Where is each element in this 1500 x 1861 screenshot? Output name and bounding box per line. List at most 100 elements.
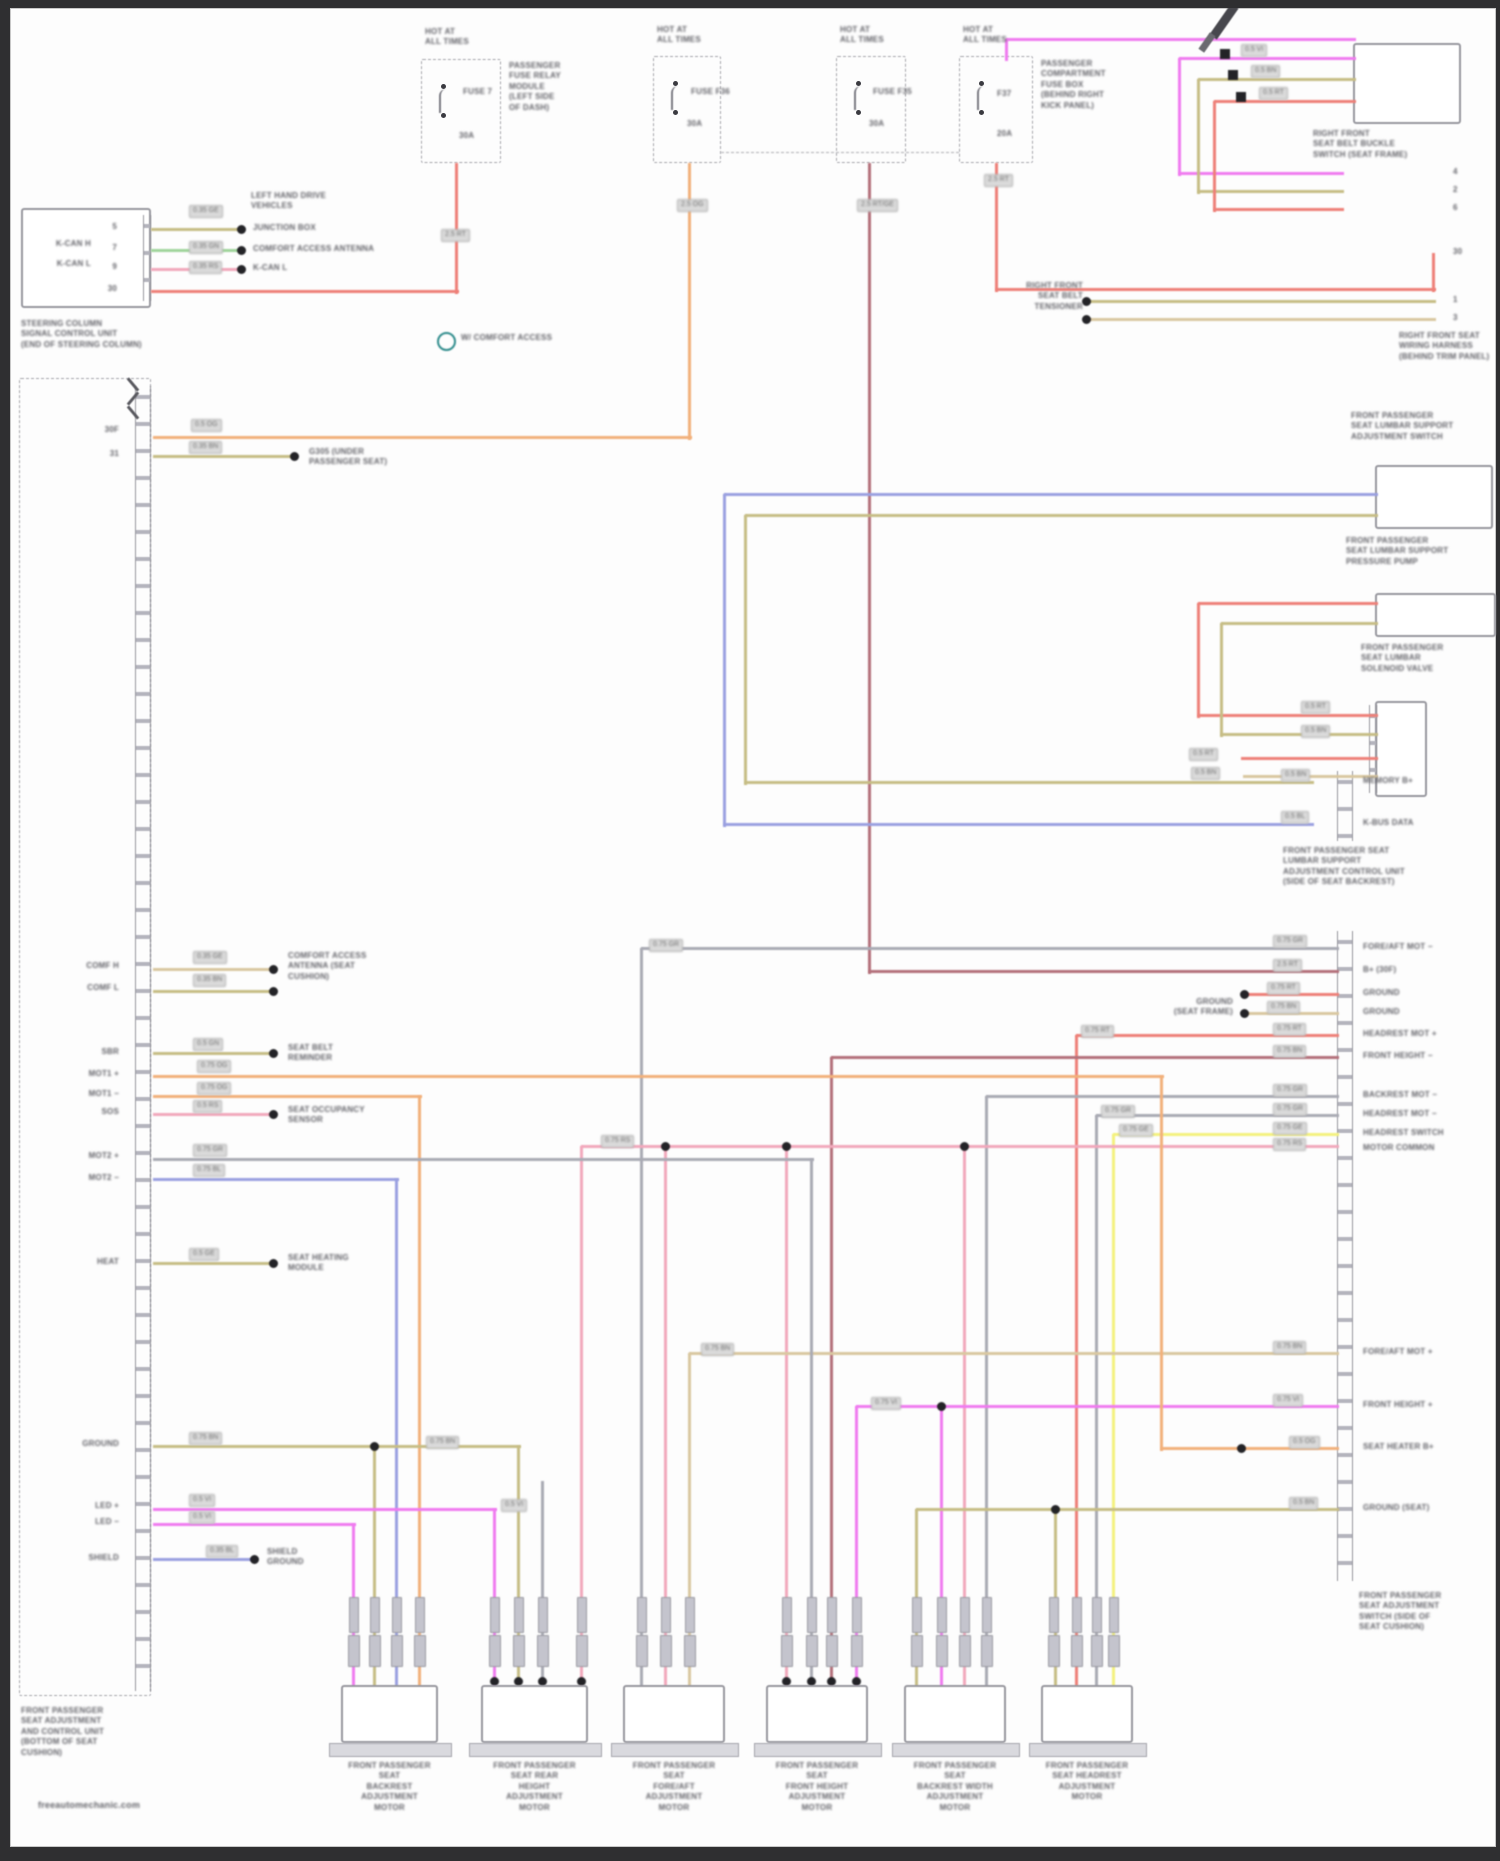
dashed-box-0 — [421, 59, 501, 163]
motor-pedestal-2 — [611, 1743, 739, 1757]
wire-color-tag-40: 0.5 BN — [1289, 1497, 1319, 1510]
motor-connector-stub-3-0 — [782, 1597, 792, 1633]
wire-color-tag-24: 0.5 RT — [1259, 87, 1288, 100]
wire-khaki-43 — [153, 454, 297, 458]
wire-color-tag-28: 2.5 RT — [1273, 959, 1302, 972]
wire-color-tag-2: 2.5 RT/GE — [857, 199, 898, 212]
wire-khaki-14 — [745, 780, 1314, 784]
wire-red-22 — [1076, 1033, 1339, 1037]
motor-connector-stub2-5-2 — [1091, 1635, 1103, 1667]
diagram-paper: 2.5 RT 2.5 OG 2.5 RT/GE 2.5 RT 0.35 GE 0.35 G… — [10, 3, 1496, 1847]
wire-red-0 — [151, 289, 459, 293]
wire-khaki-38 — [153, 1444, 521, 1448]
wire-color-tag-44: 0.5 BN — [1191, 767, 1221, 780]
wire-orange-35 — [153, 1094, 422, 1098]
junction-dot-4 — [269, 965, 278, 974]
note-circle-icon — [437, 332, 456, 351]
diagram-label-37: FRONT PASSENGER SEAT LUMBAR SOLENOID VALVE — [1361, 643, 1444, 673]
wire-khaki-39 — [372, 1446, 376, 1688]
diagram-label-55: GROUND (SEAT) — [1363, 1503, 1430, 1512]
junction-dot-3 — [290, 452, 299, 461]
motor-connector-stub-2-1 — [661, 1597, 671, 1633]
motor-connector-stub2-4-1 — [936, 1635, 948, 1667]
motor-connector-stub2-5-0 — [1048, 1635, 1060, 1667]
motor-connector-stub-3-1 — [807, 1597, 817, 1633]
junction-dot-0 — [237, 225, 246, 234]
diagram-label-27: 4 — [1453, 167, 1458, 176]
motor-pedestal-4 — [892, 1743, 1020, 1757]
wire-color-tag-23: 0.5 BN — [1251, 65, 1281, 78]
wire-tan-31 — [689, 1351, 1339, 1355]
motor-connector-stub-0-2 — [392, 1597, 402, 1633]
junction-dot-13 — [960, 1142, 969, 1151]
motor-connector-stub2-5-1 — [1071, 1635, 1083, 1667]
wire-magenta-33 — [939, 1406, 943, 1688]
wire-color-tag-45: 0.75 RS — [601, 1135, 635, 1148]
motor-connector-stub-0-1 — [370, 1597, 380, 1633]
wire-yellow-26 — [1113, 1132, 1339, 1136]
diagram-label-23: PASSENGER FUSE RELAY MODULE (LEFT SIDE OF DA… — [509, 61, 561, 112]
wire-tan-44 — [153, 967, 276, 971]
wire-color-tag-26: 0.5 BL — [1281, 811, 1310, 824]
diagram-label-26: RIGHT FRONT SEAT BELT BUCKLE SWITCH (SEAT … — [1313, 129, 1408, 159]
wire-red-0 — [454, 163, 458, 294]
diagram-label-17: FUSE F36 — [691, 87, 730, 96]
diagram-label-57: FRONT PASSENGER SEAT ADJUSTMENT AND CONTRO… — [21, 1706, 105, 1757]
diagram-label-15: FUSE 7 — [463, 87, 493, 96]
component-box-lumbar-valve — [1375, 593, 1496, 637]
junction-dot-17 — [1240, 1009, 1249, 1018]
junction-dot-26 — [807, 1677, 816, 1686]
wire-magenta-7 — [1004, 39, 1008, 61]
motor-box-1 — [481, 1685, 588, 1743]
wire-red-10 — [1212, 101, 1216, 212]
wire-color-tag-50: 0.5 VI — [501, 1499, 528, 1512]
wire-color-tag-0: 2.5 RT — [441, 229, 470, 242]
wire-color-tag-21: 0.35 BL — [206, 1545, 239, 1558]
wire-color-tag-14: 0.5 RS — [193, 1100, 223, 1113]
dashed-box-4 — [19, 378, 151, 1696]
diagram-label-47: FRONT HEIGHT − — [1363, 1051, 1433, 1060]
junction-dot-11 — [661, 1142, 670, 1151]
wire-maroon-23 — [831, 1055, 1339, 1059]
wire-magenta-8 — [1177, 58, 1181, 176]
diagram-label-32: 3 — [1453, 313, 1458, 322]
motor-box-3 — [766, 1685, 868, 1743]
wire-magenta-7 — [1006, 37, 1356, 41]
fuse-pin-bottom-0 — [441, 113, 446, 118]
wire-color-tag-18: 0.75 BN — [189, 1432, 223, 1445]
diagram-label-34: RIGHT FRONT SEAT WIRING HARNESS (BEHIND TR… — [1399, 331, 1490, 361]
junction-dot-25 — [782, 1677, 791, 1686]
wire-red-22 — [1074, 1035, 1078, 1688]
diagram-label-5: K-CAN H — [55, 239, 91, 248]
wire-orange-34 — [1159, 1076, 1163, 1451]
diagram-label-12: HOT AT ALL TIMES — [657, 25, 701, 45]
diagram-label-40: MEMORY B+ — [1363, 776, 1414, 785]
wire-maroon-2 — [867, 163, 871, 974]
wire-color-tag-15: 0.75 GR — [193, 1144, 228, 1157]
diagram-label-6: K-CAN L — [56, 259, 91, 268]
junction-dot-18 — [1237, 1444, 1246, 1453]
motor-label-1: FRONT PASSENGER SEAT REAR HEIGHT ADJUSTMENT… — [493, 1761, 576, 1812]
wire-maroon-2 — [869, 969, 1339, 973]
wire-color-tag-42: 0.5 BN — [1301, 725, 1331, 738]
junction-dot-14 — [937, 1402, 946, 1411]
diagram-label-52: FORE/AFT MOT + — [1363, 1347, 1433, 1356]
inline-connector-icon-2 — [1198, 32, 1216, 53]
wire-red-17 — [1241, 756, 1378, 760]
motor-connector-stub2-1-2 — [537, 1635, 549, 1667]
diagram-label-63: MOT1 + — [88, 1069, 119, 1078]
wire-magenta-32 — [854, 1406, 858, 1688]
motor-connector-stub2-2-0 — [636, 1635, 648, 1667]
diagram-label-45: GROUND — [1363, 1007, 1400, 1016]
diagram-label-4: 30 — [107, 284, 117, 293]
motor-pedestal-1 — [469, 1743, 602, 1757]
diagram-label-22: 20A — [997, 129, 1013, 138]
diagram-label-62: SBR — [101, 1047, 119, 1056]
motor-connector-stub2-0-2 — [391, 1635, 403, 1667]
diagram-label-61: COMF L — [87, 983, 119, 992]
left-border-band — [0, 0, 10, 1861]
wire-orange-35 — [417, 1096, 421, 1688]
wire-color-tag-43: 0.5 RT — [1189, 748, 1218, 761]
fuse-symbol-2 — [854, 86, 865, 110]
diagram-label-38: FRONT PASSENGER SEAT LUMBAR SUPPORT ADJUST… — [1283, 846, 1405, 887]
